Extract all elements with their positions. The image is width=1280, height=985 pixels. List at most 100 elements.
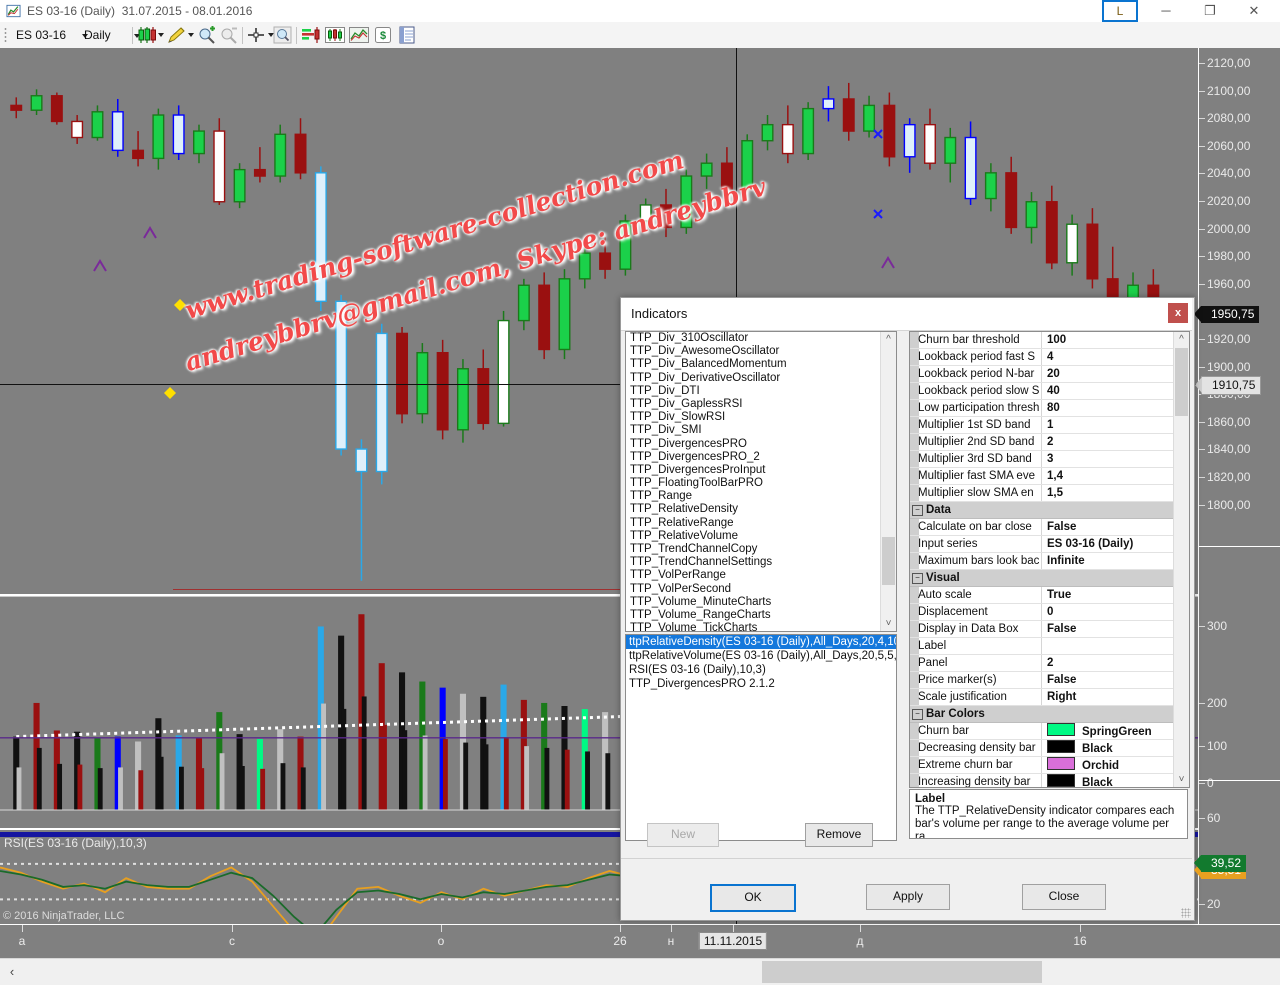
property-row[interactable]: Multiplier fast SMA eve 1,4	[910, 468, 1174, 485]
property-row[interactable]: Input series ES 03-16 (Daily)	[910, 536, 1174, 553]
property-value[interactable]: 100	[1047, 334, 1067, 346]
properties-scroll-up-icon[interactable]: ^	[1179, 334, 1184, 345]
properties-scroll-down-icon[interactable]: ˅	[1178, 774, 1185, 785]
indicator-list-item[interactable]: TTP_Div_GaplessRSI	[630, 397, 743, 410]
magnifier-icon[interactable]	[272, 25, 294, 45]
property-category[interactable]: − Visual	[910, 570, 1174, 587]
minimize-icon[interactable]: ─	[1161, 3, 1171, 18]
indicator-list-item[interactable]: TTP_Volume_TickCharts	[630, 622, 758, 632]
interval-selector[interactable]: Daily	[80, 26, 144, 44]
indicator-list-item[interactable]: TTP_Div_SMI	[630, 424, 702, 437]
property-row[interactable]: Auto scale True	[910, 587, 1174, 604]
property-row[interactable]: Display in Data Box False	[910, 621, 1174, 638]
new-button[interactable]: New	[647, 823, 719, 847]
resize-grip[interactable]	[1181, 908, 1191, 918]
strategies-icon[interactable]	[348, 25, 370, 45]
property-value[interactable]: 20	[1047, 368, 1060, 380]
close-button[interactable]: Close	[1022, 884, 1106, 910]
property-value[interactable]	[1043, 638, 1174, 654]
indicator-list-item[interactable]: TTP_Div_310Oscillator	[630, 332, 749, 344]
property-value[interactable]: False	[1047, 521, 1077, 533]
close-icon[interactable]: ✕	[1248, 3, 1260, 18]
layout-button[interactable]: L	[1102, 0, 1138, 22]
zoom-out-icon[interactable]	[218, 25, 240, 45]
property-value[interactable]: Black	[1043, 740, 1174, 756]
indicator-list-item[interactable]: TTP_VolPerRange	[630, 569, 726, 582]
property-row[interactable]: Decreasing density bar Black	[910, 740, 1174, 757]
property-row[interactable]: Churn bar threshold 100	[910, 332, 1174, 349]
indicator-list-item[interactable]: TTP_VolPerSecond	[630, 582, 732, 595]
crosshair-icon[interactable]	[246, 25, 276, 45]
property-row[interactable]: Extreme churn bar Orchid	[910, 757, 1174, 774]
indicators-list-scrollbar[interactable]: ^ ˅	[880, 332, 896, 631]
scroll-up-icon[interactable]: ^	[886, 334, 891, 345]
instrument-selector[interactable]: ES 03-16	[12, 26, 92, 44]
drawing-tools-icon[interactable]	[166, 25, 196, 45]
indicator-list-item[interactable]: TTP_Div_SlowRSI	[630, 411, 726, 424]
configured-indicator-item[interactable]: ttpRelativeDensity(ES 03-16 (Daily),All_…	[626, 635, 896, 649]
horizontal-scrollbar[interactable]: ‹	[0, 958, 1280, 985]
indicator-list-item[interactable]: TTP_RelativeRange	[630, 516, 734, 529]
property-row[interactable]: Panel 2	[910, 655, 1174, 672]
property-row[interactable]: Increasing density bar Black	[910, 774, 1174, 787]
property-row[interactable]: Lookback period fast S 4	[910, 349, 1174, 366]
property-value[interactable]: 1,5	[1047, 487, 1063, 499]
indicator-list-item[interactable]: TTP_Volume_MinuteCharts	[630, 595, 772, 608]
property-row[interactable]: Lookback period slow S 40	[910, 383, 1174, 400]
maximize-icon[interactable]: ❐	[1204, 3, 1216, 18]
property-row[interactable]: Multiplier 2nd SD band 2	[910, 434, 1174, 451]
indicator-list-item[interactable]: TTP_RelativeVolume	[630, 529, 739, 542]
indicator-list-item[interactable]: TTP_RelativeDensity	[630, 503, 739, 516]
indicators-icon[interactable]	[324, 25, 346, 45]
toolbar-grip[interactable]	[4, 27, 7, 43]
indicator-list-item[interactable]: TTP_TrendChannelSettings	[630, 556, 773, 569]
indicator-list-item[interactable]: TTP_Div_AwesomeOscillator	[630, 345, 780, 358]
property-row[interactable]: Scale justification Right	[910, 689, 1174, 706]
property-value[interactable]: True	[1047, 589, 1072, 601]
property-row[interactable]: Low participation thresh 80	[910, 400, 1174, 417]
property-row[interactable]: Price marker(s) False	[910, 672, 1174, 689]
indicator-list-item[interactable]: TTP_DivergencesPRO_2	[630, 450, 760, 463]
collapse-icon[interactable]: −	[912, 505, 923, 516]
property-row[interactable]: Displacement 0	[910, 604, 1174, 621]
configured-indicator-item[interactable]: ttpRelativeVolume(ES 03-16 (Daily),All_D…	[629, 650, 897, 662]
collapse-icon[interactable]: −	[912, 709, 923, 720]
indicator-list-item[interactable]: TTP_Div_DTI	[630, 384, 700, 397]
property-value[interactable]: 1	[1047, 419, 1054, 431]
zoom-in-icon[interactable]	[196, 25, 218, 45]
data-series-icon[interactable]	[300, 25, 322, 45]
property-row[interactable]: Churn bar SpringGreen	[910, 723, 1174, 740]
property-row[interactable]: Multiplier 3rd SD band 3	[910, 451, 1174, 468]
property-value[interactable]: 40	[1047, 385, 1060, 397]
time-axis[interactable]: а с о 26 н 11.11.2015 д 16	[0, 924, 1280, 959]
scroll-left-icon[interactable]: ‹	[9, 964, 15, 979]
property-row[interactable]: Multiplier 1st SD band 1	[910, 417, 1174, 434]
indicator-list-item[interactable]: TTP_Div_DerivativeOscillator	[630, 371, 781, 384]
scroll-down-icon[interactable]: ˅	[885, 618, 892, 629]
indicator-list-item[interactable]: TTP_Range	[630, 490, 693, 503]
property-category[interactable]: − Data	[910, 502, 1174, 519]
property-value[interactable]: False	[1047, 674, 1077, 686]
indicators-dialog[interactable]: Indicators x TTP_Div_310Oscillator TTP_Di…	[620, 297, 1195, 921]
remove-button[interactable]: Remove	[805, 823, 873, 847]
indicator-list-item[interactable]: TTP_DivergencesProInput	[630, 463, 766, 476]
configured-indicators-list[interactable]: ttpRelativeDensity(ES 03-16 (Daily),All_…	[625, 634, 897, 841]
property-value[interactable]: 3	[1047, 453, 1054, 465]
property-value[interactable]: 0	[1047, 606, 1054, 618]
configured-indicator-item[interactable]: RSI(ES 03-16 (Daily),10,3)	[629, 664, 766, 676]
ok-button[interactable]: OK	[710, 884, 796, 912]
properties-scroll-thumb[interactable]	[1175, 348, 1188, 416]
property-value[interactable]: 4	[1047, 351, 1054, 363]
indicators-scroll-thumb[interactable]	[882, 537, 895, 585]
order-entry-icon[interactable]: $	[372, 25, 394, 45]
property-value[interactable]: Black	[1043, 774, 1174, 787]
indicator-list-item[interactable]: TTP_Div_BalancedMomentum	[630, 358, 787, 371]
property-value[interactable]: Right	[1047, 691, 1077, 703]
indicator-list-item[interactable]: TTP_FloatingToolBarPRO	[630, 477, 763, 490]
property-value[interactable]: 1,4	[1047, 470, 1063, 482]
property-value[interactable]: 80	[1047, 402, 1060, 414]
scrollbar-thumb[interactable]	[762, 961, 1042, 983]
property-row[interactable]: Label	[910, 638, 1174, 655]
dialog-close-icon[interactable]: x	[1168, 303, 1188, 323]
configured-indicator-item[interactable]: TTP_DivergencesPRO 2.1.2	[629, 678, 775, 690]
